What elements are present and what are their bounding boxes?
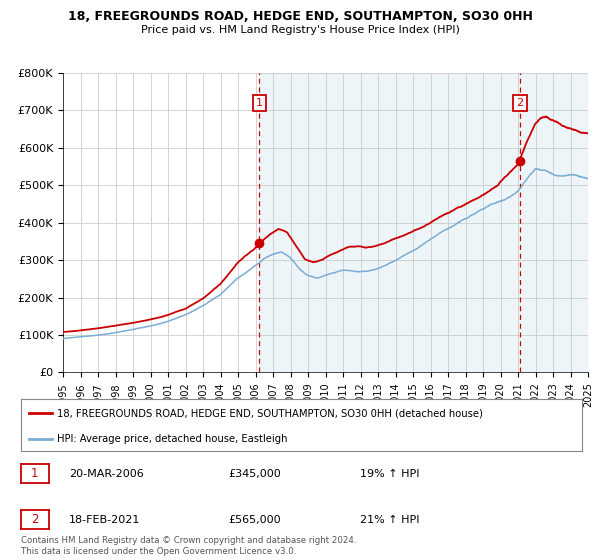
Text: Contains HM Land Registry data © Crown copyright and database right 2024.
This d: Contains HM Land Registry data © Crown c… xyxy=(21,536,356,556)
Text: 20-MAR-2006: 20-MAR-2006 xyxy=(69,469,144,479)
Text: 18-FEB-2021: 18-FEB-2021 xyxy=(69,515,140,525)
Text: 2: 2 xyxy=(31,513,38,526)
Text: £345,000: £345,000 xyxy=(228,469,281,479)
Text: 1: 1 xyxy=(31,467,38,480)
Text: £565,000: £565,000 xyxy=(228,515,281,525)
Text: Price paid vs. HM Land Registry's House Price Index (HPI): Price paid vs. HM Land Registry's House … xyxy=(140,25,460,35)
Text: 21% ↑ HPI: 21% ↑ HPI xyxy=(360,515,419,525)
Text: 18, FREEGROUNDS ROAD, HEDGE END, SOUTHAMPTON, SO30 0HH: 18, FREEGROUNDS ROAD, HEDGE END, SOUTHAM… xyxy=(68,10,532,23)
Bar xyxy=(259,73,588,372)
Text: 2: 2 xyxy=(517,98,524,108)
Text: 18, FREEGROUNDS ROAD, HEDGE END, SOUTHAMPTON, SO30 0HH (detached house): 18, FREEGROUNDS ROAD, HEDGE END, SOUTHAM… xyxy=(58,408,484,418)
Text: HPI: Average price, detached house, Eastleigh: HPI: Average price, detached house, East… xyxy=(58,435,288,445)
Text: 19% ↑ HPI: 19% ↑ HPI xyxy=(360,469,419,479)
Text: 1: 1 xyxy=(256,98,263,108)
